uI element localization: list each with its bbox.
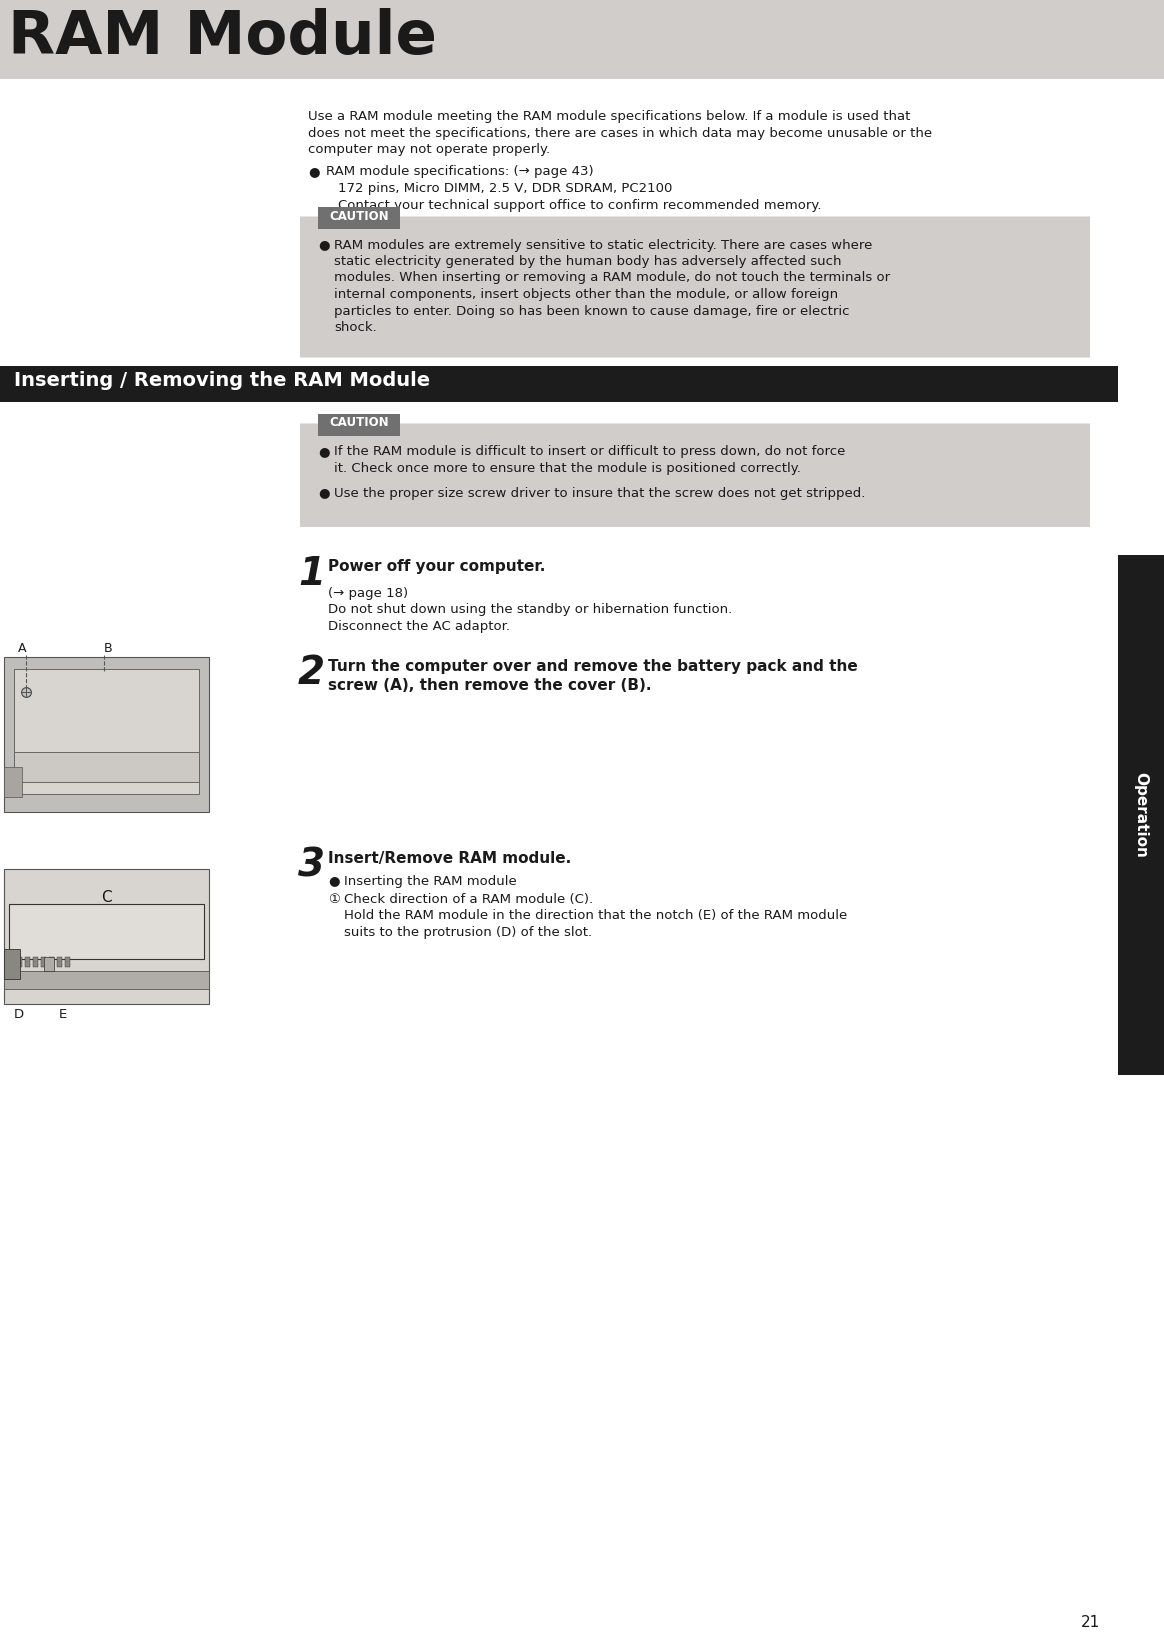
Bar: [3, 869, 210, 1003]
Text: does not meet the specifications, there are cases in which data may become unusa: does not meet the specifications, there …: [308, 127, 932, 139]
Text: Hold the RAM module in the direction that the notch (E) of the RAM module: Hold the RAM module in the direction tha…: [345, 910, 847, 922]
Text: suits to the protrusion (D) of the slot.: suits to the protrusion (D) of the slot.: [345, 927, 592, 938]
Text: shock.: shock.: [334, 320, 377, 334]
Text: 1: 1: [298, 555, 325, 593]
Text: ①: ①: [328, 894, 340, 905]
Text: Inserting the RAM module: Inserting the RAM module: [345, 874, 517, 887]
Bar: [3, 970, 210, 988]
Text: (→ page 18): (→ page 18): [328, 586, 409, 600]
Bar: [9, 957, 14, 966]
Bar: [49, 957, 54, 966]
Text: Use the proper size screw driver to insure that the screw does not get stripped.: Use the proper size screw driver to insu…: [334, 486, 865, 499]
Text: B: B: [104, 641, 113, 654]
Text: modules. When inserting or removing a RAM module, do not touch the terminals or: modules. When inserting or removing a RA…: [334, 271, 890, 284]
Text: Insert/Remove RAM module.: Insert/Remove RAM module.: [328, 851, 572, 866]
Text: Contact your technical support office to confirm recommended memory.: Contact your technical support office to…: [338, 198, 822, 211]
Text: ●: ●: [318, 486, 329, 499]
Text: Use a RAM module meeting the RAM module specifications below. If a module is use: Use a RAM module meeting the RAM module …: [308, 111, 910, 122]
Text: 172 pins, Micro DIMM, 2.5 V, DDR SDRAM, PC2100: 172 pins, Micro DIMM, 2.5 V, DDR SDRAM, …: [338, 182, 673, 195]
Text: If the RAM module is difficult to insert or difficult to press down, do not forc: If the RAM module is difficult to insert…: [334, 446, 845, 459]
Text: screw (A), then remove the cover (B).: screw (A), then remove the cover (B).: [328, 679, 652, 694]
FancyBboxPatch shape: [300, 216, 1090, 357]
Text: CAUTION: CAUTION: [329, 416, 389, 430]
Text: Turn the computer over and remove the battery pack and the: Turn the computer over and remove the ba…: [328, 659, 858, 674]
Text: C: C: [101, 890, 112, 905]
Text: ●: ●: [318, 446, 329, 459]
Bar: [14, 752, 199, 781]
Bar: [3, 767, 22, 796]
Bar: [0, 365, 1117, 401]
FancyBboxPatch shape: [300, 423, 1090, 527]
Text: RAM Module: RAM Module: [8, 8, 436, 68]
Bar: [3, 948, 20, 978]
Text: it. Check once more to ensure that the module is positioned correctly.: it. Check once more to ensure that the m…: [334, 463, 801, 476]
Text: Check direction of a RAM module (C).: Check direction of a RAM module (C).: [345, 894, 594, 905]
Bar: [65, 957, 70, 966]
Bar: [33, 957, 38, 966]
Bar: [3, 656, 210, 811]
Text: Power off your computer.: Power off your computer.: [328, 558, 546, 573]
Text: 2: 2: [298, 654, 325, 692]
Bar: [318, 413, 400, 436]
Text: A: A: [17, 641, 27, 654]
Text: RAM module specifications: (→ page 43): RAM module specifications: (→ page 43): [326, 165, 594, 178]
Bar: [24, 957, 30, 966]
Text: CAUTION: CAUTION: [329, 210, 389, 223]
Text: 21: 21: [1080, 1616, 1100, 1631]
Text: Inserting / Removing the RAM Module: Inserting / Removing the RAM Module: [14, 372, 431, 390]
Text: internal components, insert objects other than the module, or allow foreign: internal components, insert objects othe…: [334, 287, 838, 301]
Bar: [0, 0, 1164, 79]
Text: Disconnect the AC adaptor.: Disconnect the AC adaptor.: [328, 620, 510, 633]
Text: Do not shut down using the standby or hibernation function.: Do not shut down using the standby or hi…: [328, 603, 732, 616]
Text: particles to enter. Doing so has been known to cause damage, fire or electric: particles to enter. Doing so has been kn…: [334, 304, 850, 317]
Text: E: E: [59, 1008, 68, 1021]
Bar: [41, 957, 47, 966]
Bar: [1117, 555, 1164, 1075]
Bar: [14, 669, 199, 793]
Text: RAM modules are extremely sensitive to static electricity. There are cases where: RAM modules are extremely sensitive to s…: [334, 238, 872, 251]
Bar: [57, 957, 62, 966]
Text: ●: ●: [318, 238, 329, 251]
Bar: [17, 957, 22, 966]
Text: static electricity generated by the human body has adversely affected such: static electricity generated by the huma…: [334, 254, 842, 268]
Bar: [318, 206, 400, 228]
Text: D: D: [14, 1008, 24, 1021]
Text: ●: ●: [328, 874, 340, 887]
Bar: [9, 904, 204, 958]
Text: ●: ●: [308, 165, 319, 178]
Text: 3: 3: [298, 846, 325, 884]
Bar: [44, 957, 54, 970]
Text: computer may not operate properly.: computer may not operate properly.: [308, 144, 551, 155]
Text: Operation: Operation: [1134, 771, 1149, 857]
